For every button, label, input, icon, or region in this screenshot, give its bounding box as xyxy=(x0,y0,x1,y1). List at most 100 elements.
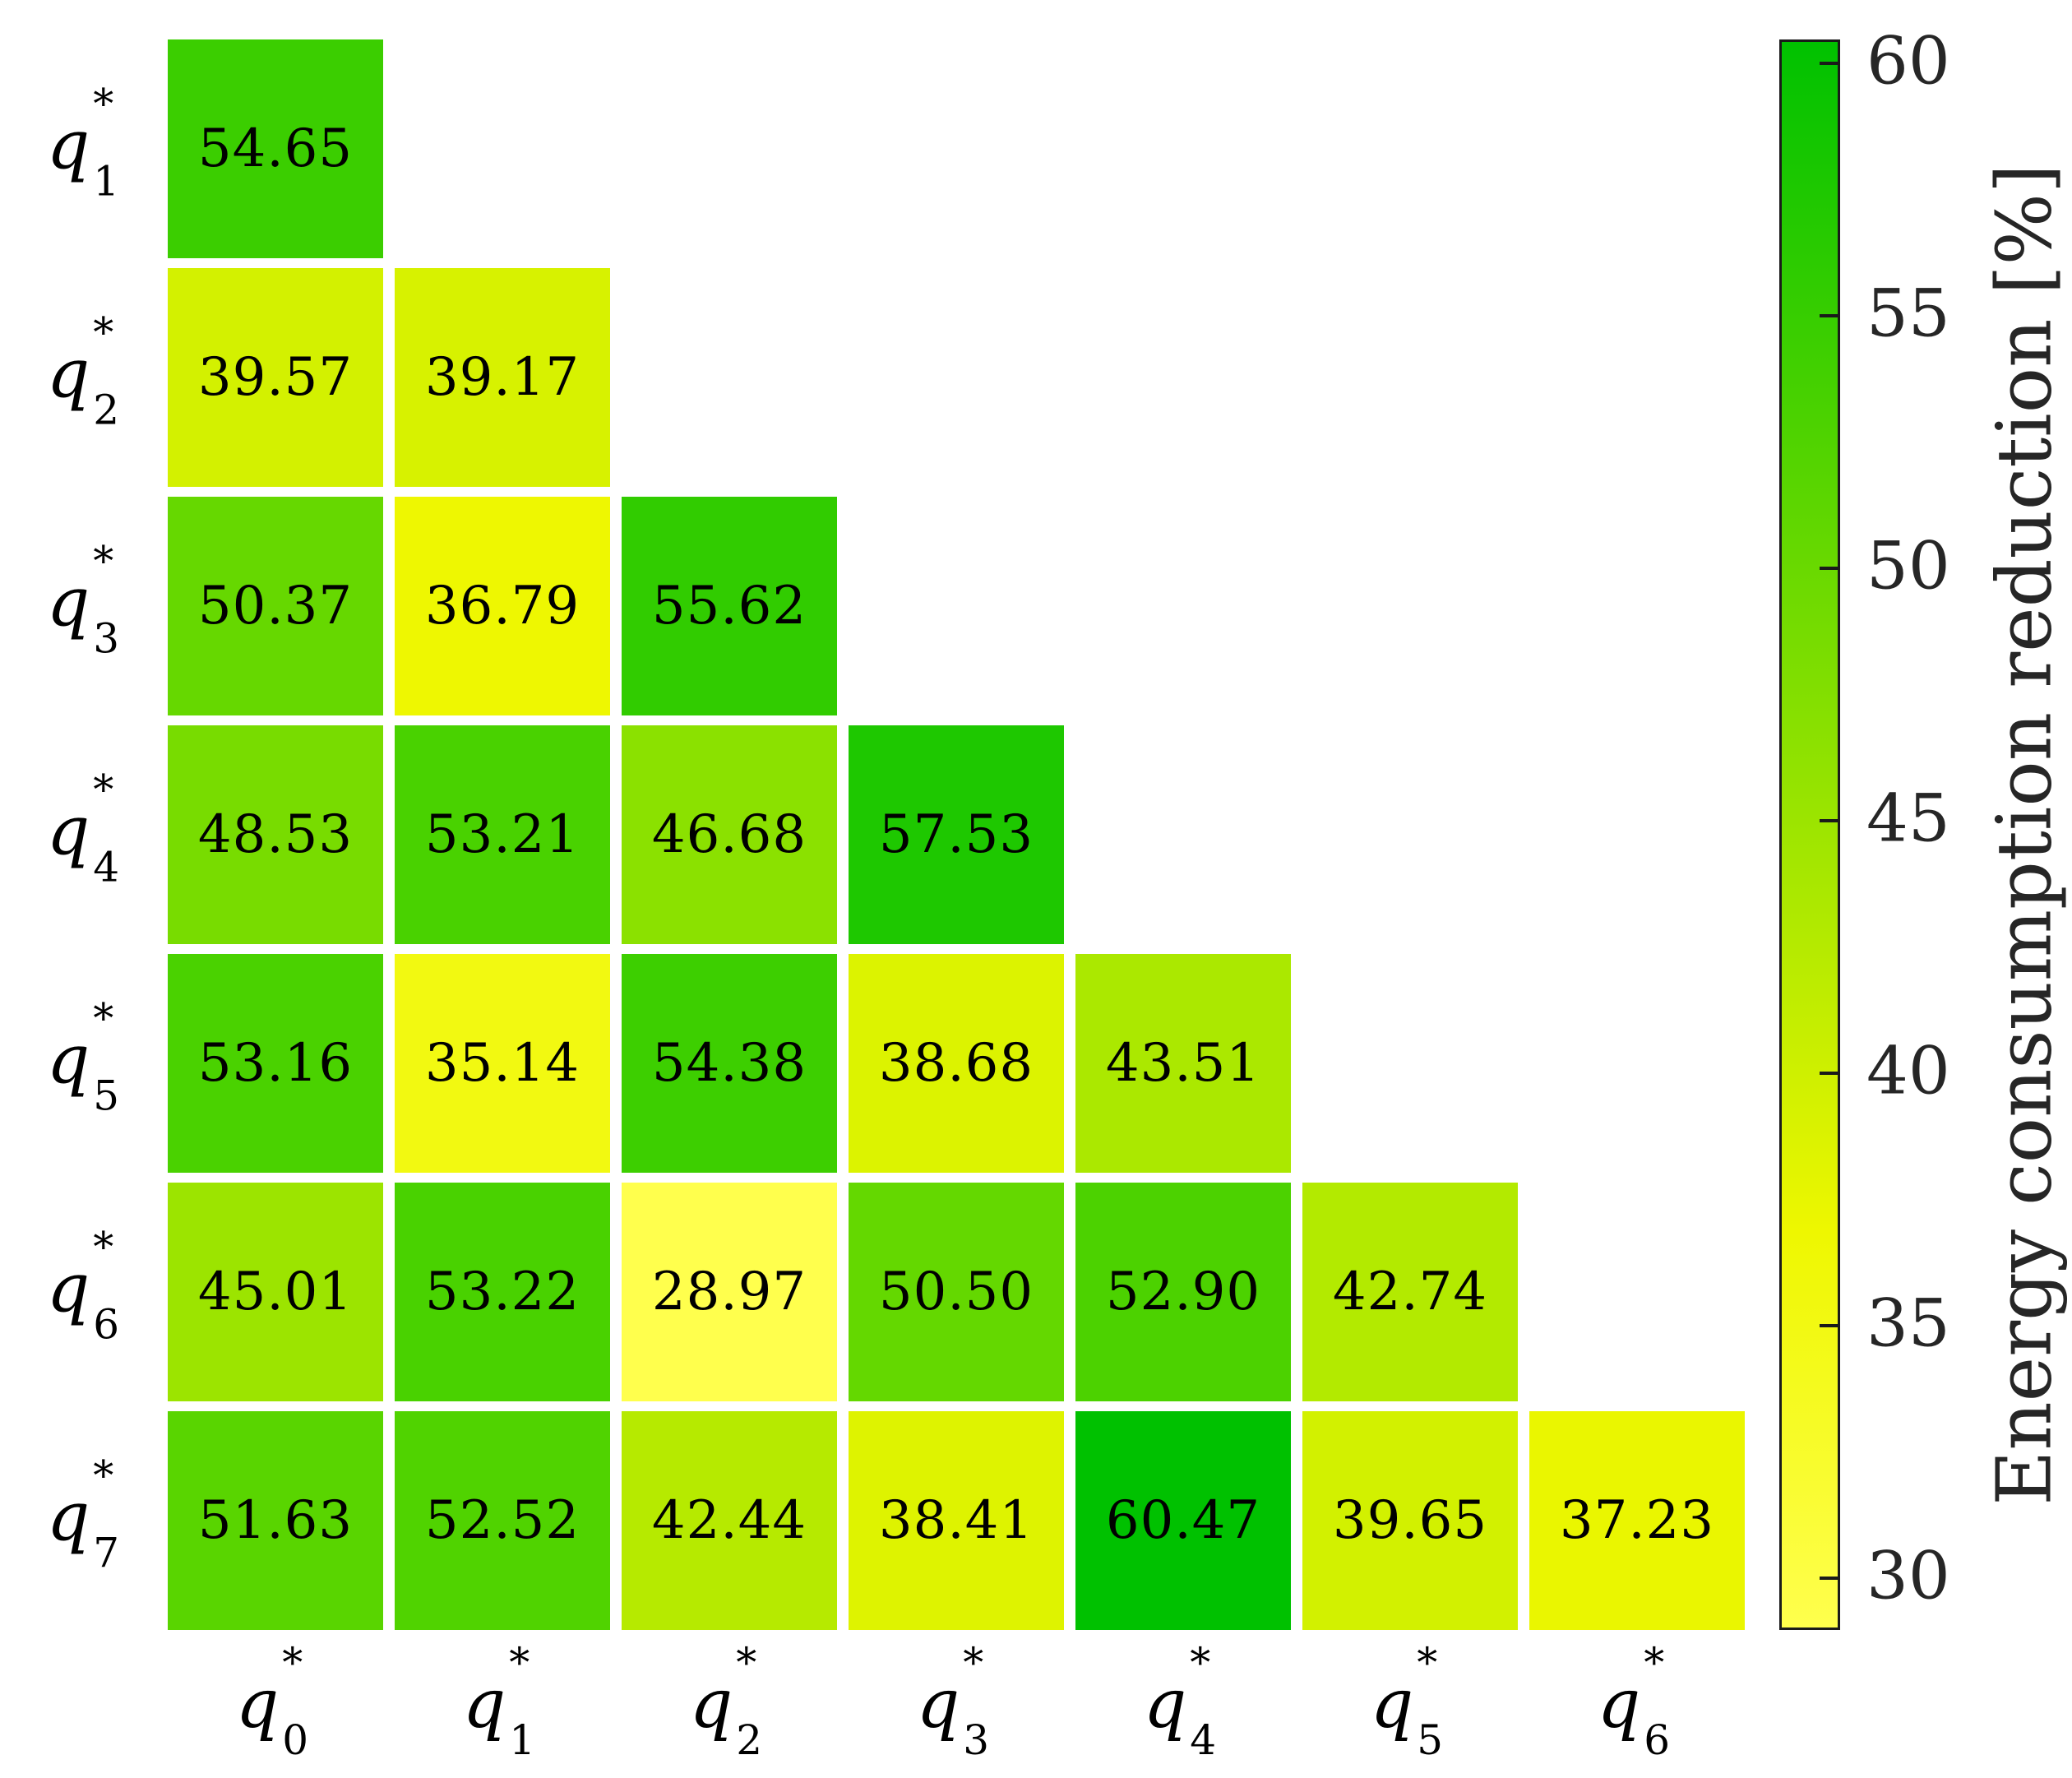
x-axis-tick-label: q * 2 xyxy=(689,1639,763,1764)
x-axis-tick-label: q * 6 xyxy=(1597,1639,1671,1764)
x-axis-tick-label: q * 0 xyxy=(235,1639,309,1764)
variable-symbol: q xyxy=(46,563,90,642)
cell-value: 54.65 xyxy=(197,118,354,179)
cell-value: 39.17 xyxy=(424,347,580,408)
variable-symbol: q xyxy=(46,1021,90,1100)
cell-value: 53.16 xyxy=(197,1033,354,1094)
colorbar-tick xyxy=(1820,1072,1838,1075)
heatmap-cell: 39.65 xyxy=(1302,1411,1518,1630)
y-axis-tick-label: q * 4 xyxy=(46,766,120,891)
variable-symbol: q xyxy=(46,335,90,414)
heatmap-cell: 42.74 xyxy=(1302,1183,1518,1401)
cell-value: 53.22 xyxy=(424,1262,580,1322)
heatmap-cell: 48.53 xyxy=(168,725,383,944)
heatmap-cell: 52.52 xyxy=(395,1411,610,1630)
variable-symbol: q xyxy=(235,1665,280,1743)
variable-symbol: q xyxy=(462,1665,506,1743)
heatmap-cell: 36.79 xyxy=(395,497,610,715)
cell-value: 54.38 xyxy=(651,1033,807,1094)
cell-value: 52.90 xyxy=(1105,1262,1261,1322)
cell-value: 38.68 xyxy=(878,1033,1034,1094)
variable-symbol: q xyxy=(46,106,90,185)
cell-value: 39.57 xyxy=(197,347,354,408)
variable-symbol: q xyxy=(916,1665,960,1743)
cell-value: 28.97 xyxy=(651,1262,807,1322)
heatmap-cell: 46.68 xyxy=(622,725,837,944)
colorbar-tick xyxy=(1820,314,1838,317)
y-axis-tick-label: q * 5 xyxy=(46,994,120,1120)
variable-symbol: q xyxy=(46,1249,90,1328)
cell-value: 60.47 xyxy=(1105,1490,1261,1551)
y-axis-tick-label: q * 3 xyxy=(46,537,120,663)
colorbar-tick xyxy=(1820,62,1838,65)
heatmap-cell: 54.38 xyxy=(622,954,837,1173)
heatmap-cell: 60.47 xyxy=(1075,1411,1291,1630)
heatmap-cell: 57.53 xyxy=(849,725,1064,944)
variable-symbol: q xyxy=(46,1478,90,1557)
colorbar-tick-label: 55 xyxy=(1866,275,1950,352)
colorbar-tick xyxy=(1820,819,1838,822)
heatmap-cell: 38.68 xyxy=(849,954,1064,1173)
heatmap-cell: 50.37 xyxy=(168,497,383,715)
cell-value: 48.53 xyxy=(197,804,354,865)
cell-value: 50.37 xyxy=(197,576,354,637)
colorbar-tick-label: 35 xyxy=(1866,1285,1950,1362)
colorbar-tick-label: 60 xyxy=(1866,22,1950,100)
colorbar-tick xyxy=(1820,1577,1838,1580)
y-axis-tick-label: q * 2 xyxy=(46,308,120,434)
cell-value: 57.53 xyxy=(878,804,1034,865)
heatmap-cell: 42.44 xyxy=(622,1411,837,1630)
heatmap-cell: 54.65 xyxy=(168,39,383,258)
heatmap-cell: 53.21 xyxy=(395,725,610,944)
heatmap-cell: 53.22 xyxy=(395,1183,610,1401)
x-axis-tick-label: q * 4 xyxy=(1143,1639,1217,1764)
cell-value: 55.62 xyxy=(651,576,807,637)
heatmap-cell: 51.63 xyxy=(168,1411,383,1630)
colorbar-tick-label: 45 xyxy=(1866,780,1950,857)
cell-value: 50.50 xyxy=(878,1262,1034,1322)
cell-value: 39.65 xyxy=(1332,1490,1488,1551)
heatmap-cell: 52.90 xyxy=(1075,1183,1291,1401)
variable-symbol: q xyxy=(689,1665,733,1743)
variable-symbol: q xyxy=(46,792,90,871)
y-axis-tick-label: q * 1 xyxy=(46,80,120,206)
colorbar-tick-label: 50 xyxy=(1866,527,1950,604)
heatmap-cell: 37.23 xyxy=(1529,1411,1745,1630)
heatmap-cell: 43.51 xyxy=(1075,954,1291,1173)
heatmap-cell: 53.16 xyxy=(168,954,383,1173)
heatmap-cell: 28.97 xyxy=(622,1183,837,1401)
heatmap-cell: 39.57 xyxy=(168,268,383,487)
heatmap-cell: 35.14 xyxy=(395,954,610,1173)
x-axis-tick-label: q * 1 xyxy=(462,1639,536,1764)
x-axis-tick-label: q * 3 xyxy=(916,1639,990,1764)
cell-value: 53.21 xyxy=(424,804,580,865)
cell-value: 46.68 xyxy=(651,804,807,865)
colorbar xyxy=(1779,39,1840,1630)
variable-symbol: q xyxy=(1370,1665,1414,1743)
heatmap-cell: 50.50 xyxy=(849,1183,1064,1401)
cell-value: 38.41 xyxy=(878,1490,1034,1551)
colorbar-tick xyxy=(1820,567,1838,570)
colorbar-tick-label: 30 xyxy=(1866,1537,1950,1614)
cell-value: 36.79 xyxy=(424,576,580,637)
y-axis-tick-label: q * 7 xyxy=(46,1452,120,1577)
cell-value: 45.01 xyxy=(197,1262,354,1322)
y-axis-tick-label: q * 6 xyxy=(46,1223,120,1349)
cell-value: 42.74 xyxy=(1332,1262,1488,1322)
cell-value: 52.52 xyxy=(424,1490,580,1551)
colorbar-axis-label: Energy consumption reduction [%] xyxy=(1980,164,2069,1506)
colorbar-tick xyxy=(1820,1324,1838,1327)
cell-value: 37.23 xyxy=(1559,1490,1715,1551)
variable-symbol: q xyxy=(1597,1665,1641,1743)
cell-value: 35.14 xyxy=(424,1033,580,1094)
colorbar-tick-label: 40 xyxy=(1866,1032,1950,1109)
heatmap-cell: 55.62 xyxy=(622,497,837,715)
cell-value: 43.51 xyxy=(1105,1033,1261,1094)
cell-value: 42.44 xyxy=(651,1490,807,1551)
heatmap-cell: 38.41 xyxy=(849,1411,1064,1630)
heatmap-cell: 39.17 xyxy=(395,268,610,487)
variable-symbol: q xyxy=(1143,1665,1187,1743)
heatmap-cell: 45.01 xyxy=(168,1183,383,1401)
x-axis-tick-label: q * 5 xyxy=(1370,1639,1444,1764)
